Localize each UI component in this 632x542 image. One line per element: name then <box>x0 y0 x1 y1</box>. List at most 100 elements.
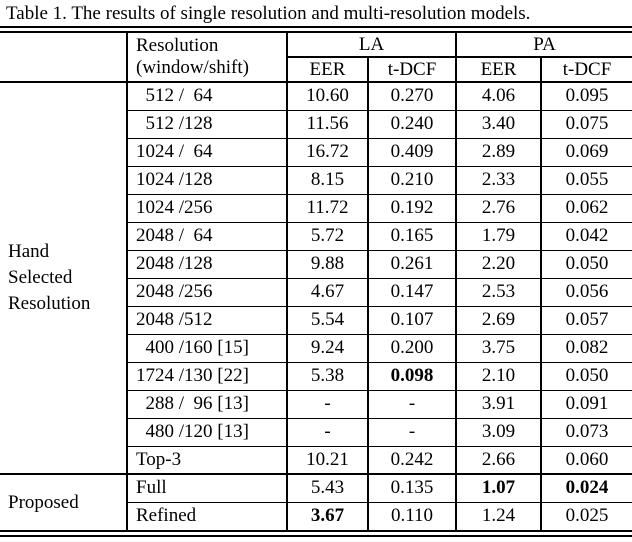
bottom-double-rule <box>0 530 632 537</box>
resolution-cell: 2048 /512 <box>126 306 287 335</box>
resolution-cell: 512 / 64 <box>126 82 287 111</box>
la-eer-cell: 5.38 <box>286 362 368 391</box>
la-tdcf-cell: 0.210 <box>366 166 457 195</box>
group-label-line: Hand <box>8 241 50 262</box>
la-eer-cell: 10.60 <box>286 82 368 111</box>
results-table: Resolution (window/shift) LA PA EER t-DC… <box>0 33 632 530</box>
pa-eer-cell: 2.66 <box>455 446 542 475</box>
la-eer-cell: - <box>286 418 368 447</box>
table-row: Refined 3.67 0.110 1.24 0.025 <box>0 502 632 530</box>
resolution-cell: Refined <box>126 502 287 530</box>
pa-tdcf-cell: 0.073 <box>540 418 632 447</box>
group-label-line: Proposed <box>8 491 79 513</box>
table-row: 400 /160 [15] 9.24 0.200 3.75 0.082 <box>0 334 632 363</box>
table-row: Hand Selected Resolution 512 / 64 10.60 … <box>0 82 632 475</box>
rule-gap <box>0 532 632 535</box>
group-label-hand-selected: Hand Selected Resolution <box>0 82 127 475</box>
table-row: 1724 /130 [22] 5.38 0.098 2.10 0.050 <box>0 362 632 391</box>
pa-eer-cell: 4.06 <box>455 82 542 111</box>
pa-tdcf-cell: 0.050 <box>540 250 632 279</box>
top-double-rule <box>0 26 632 33</box>
header-pa-eer: EER <box>455 57 542 83</box>
la-tdcf-cell: 0.135 <box>366 474 457 503</box>
pa-eer-cell: 2.69 <box>455 306 542 335</box>
pa-tdcf-cell: 0.042 <box>540 222 632 251</box>
la-eer-cell: 3.67 <box>286 502 368 530</box>
la-tdcf-cell: - <box>366 418 457 447</box>
resolution-cell: 288 / 96 [13] <box>126 390 287 419</box>
resolution-cell: 1024 /256 <box>126 194 287 223</box>
la-eer-cell: 4.67 <box>286 278 368 307</box>
pa-tdcf-cell: 0.050 <box>540 362 632 391</box>
rule-bar <box>0 535 632 537</box>
table-row: 2048 /256 4.67 0.147 2.53 0.056 <box>0 278 632 307</box>
la-tdcf-cell: 0.098 <box>366 362 457 391</box>
pa-eer-cell: 3.40 <box>455 110 542 139</box>
table-row: 1024 / 64 16.72 0.409 2.89 0.069 <box>0 138 632 167</box>
table-row: 288 / 96 [13] - - 3.91 0.091 <box>0 390 632 419</box>
la-tdcf-cell: 0.147 <box>366 278 457 307</box>
header-row-1: Resolution (window/shift) LA PA <box>0 33 632 83</box>
table-row: 2048 / 64 5.72 0.165 1.79 0.042 <box>0 222 632 251</box>
la-tdcf-cell: 0.240 <box>366 110 457 139</box>
rule-gap <box>0 28 632 31</box>
la-eer-cell: 9.24 <box>286 334 368 363</box>
table-row: 1024 /256 11.72 0.192 2.76 0.062 <box>0 194 632 223</box>
pa-eer-cell: 1.24 <box>455 502 542 530</box>
group-label-line: Selected <box>8 267 73 288</box>
la-tdcf-cell: 0.261 <box>366 250 457 279</box>
pa-tdcf-cell: 0.057 <box>540 306 632 335</box>
table-row: Proposed Full 5.43 0.135 1.07 0.024 <box>0 474 632 513</box>
rule-bar <box>0 530 632 532</box>
la-tdcf-cell: 0.200 <box>366 334 457 363</box>
header-row-2: EER t-DCF EER t-DCF <box>0 57 632 83</box>
pa-tdcf-cell: 0.025 <box>540 502 632 530</box>
la-eer-cell: 10.21 <box>286 446 368 475</box>
table-row: 1024 /128 8.15 0.210 2.33 0.055 <box>0 166 632 195</box>
la-eer-cell: 5.43 <box>286 474 368 503</box>
resolution-cell: 1724 /130 [22] <box>126 362 287 391</box>
pa-tdcf-cell: 0.082 <box>540 334 632 363</box>
pa-eer-cell: 1.07 <box>455 474 542 503</box>
rule-bar <box>0 31 632 33</box>
la-eer-cell: 16.72 <box>286 138 368 167</box>
header-resolution: Resolution (window/shift) <box>126 33 287 83</box>
la-eer-cell: 11.56 <box>286 110 368 139</box>
group-label-line: Resolution <box>8 293 91 314</box>
resolution-cell: 2048 /256 <box>126 278 287 307</box>
table-row: 512 /128 11.56 0.240 3.40 0.075 <box>0 110 632 139</box>
resolution-cell: 2048 / 64 <box>126 222 287 251</box>
pa-eer-cell: 1.79 <box>455 222 542 251</box>
la-eer-cell: 5.72 <box>286 222 368 251</box>
resolution-cell: 1024 / 64 <box>126 138 287 167</box>
pa-eer-cell: 2.33 <box>455 166 542 195</box>
header-pa-tdcf: t-DCF <box>540 57 632 83</box>
la-tdcf-cell: 0.192 <box>366 194 457 223</box>
pa-tdcf-cell: 0.075 <box>540 110 632 139</box>
pa-eer-cell: 3.09 <box>455 418 542 447</box>
pa-tdcf-cell: 0.060 <box>540 446 632 475</box>
header-la-eer: EER <box>286 57 368 83</box>
pa-eer-cell: 2.89 <box>455 138 542 167</box>
la-eer-cell: 11.72 <box>286 194 368 223</box>
pa-tdcf-cell: 0.069 <box>540 138 632 167</box>
pa-eer-cell: 3.75 <box>455 334 542 363</box>
pa-tdcf-cell: 0.056 <box>540 278 632 307</box>
la-eer-cell: 9.88 <box>286 250 368 279</box>
resolution-cell: Full <box>126 474 287 503</box>
la-tdcf-cell: - <box>366 390 457 419</box>
pa-eer-cell: 2.20 <box>455 250 542 279</box>
resolution-cell: 512 /128 <box>126 110 287 139</box>
pa-eer-cell: 2.10 <box>455 362 542 391</box>
group-label-proposed: Proposed <box>0 474 127 530</box>
header-resolution-line2: (window/shift) <box>136 57 249 78</box>
table-row: 480 /120 [13] - - 3.09 0.073 <box>0 418 632 447</box>
table-caption: Table 1. The results of single resolutio… <box>6 3 531 24</box>
resolution-cell: Top-3 <box>126 446 287 475</box>
la-tdcf-cell: 0.242 <box>366 446 457 475</box>
la-eer-cell: - <box>286 390 368 419</box>
pa-tdcf-cell: 0.091 <box>540 390 632 419</box>
la-tdcf-cell: 0.165 <box>366 222 457 251</box>
pa-eer-cell: 2.76 <box>455 194 542 223</box>
